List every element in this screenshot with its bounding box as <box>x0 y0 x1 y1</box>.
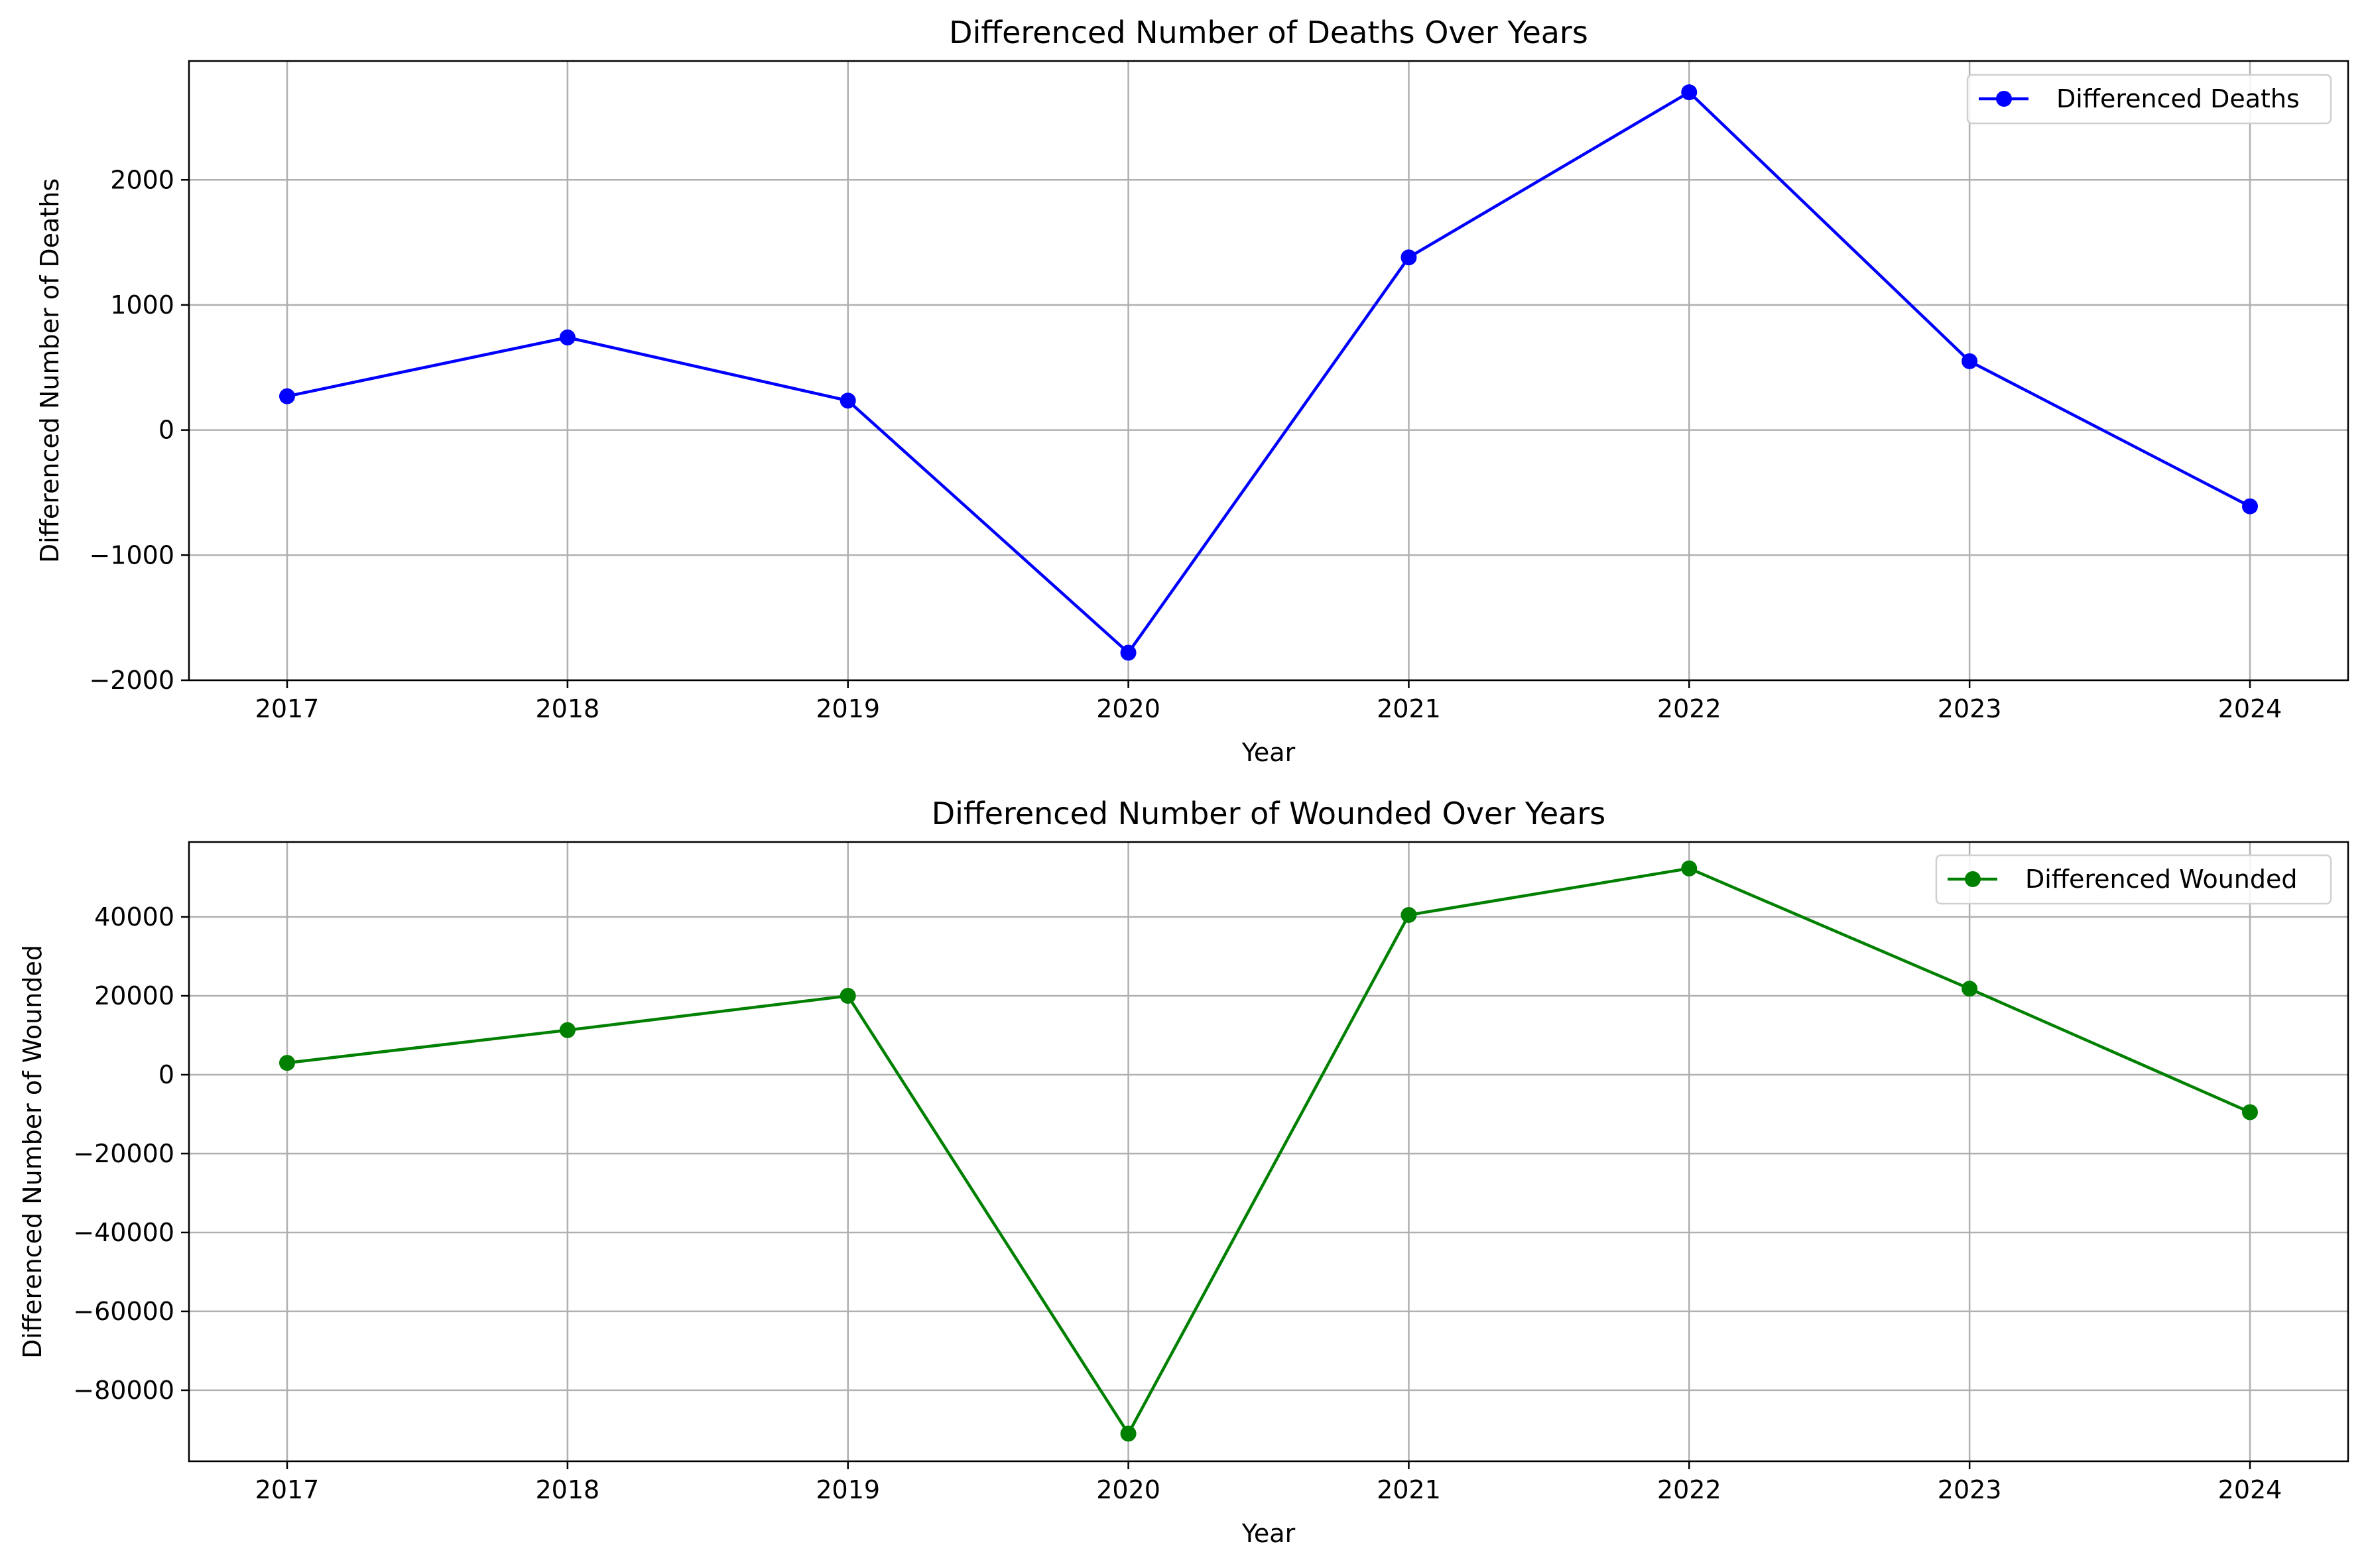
wounded-grid <box>189 842 2348 1461</box>
deaths-legend: Differenced Deaths <box>1966 74 2332 125</box>
deaths-data-point <box>1120 644 1137 661</box>
wounded-plot-frame <box>188 841 2349 1463</box>
wounded-x-tick-label: 2018 <box>535 1475 599 1504</box>
deaths-x-tick-label: 2019 <box>816 694 880 723</box>
wounded-data-point <box>559 1022 576 1038</box>
deaths-x-tick-label: 2024 <box>2218 694 2282 723</box>
deaths-data-point <box>279 388 295 404</box>
deaths-data-point <box>1401 249 1417 266</box>
deaths-x-tick-label: 2021 <box>1377 694 1441 723</box>
deaths-y-tick-label: 2000 <box>110 165 174 194</box>
deaths-x-tick-label: 2017 <box>255 694 320 723</box>
deaths-data-point <box>840 392 856 409</box>
wounded-x-tick-label: 2023 <box>1938 1475 2002 1504</box>
wounded-data-point <box>1120 1425 1137 1442</box>
deaths-y-axis-label: Differenced Number of Deaths <box>35 178 64 563</box>
wounded-y-tick-label: −60000 <box>73 1297 174 1326</box>
wounded-data-point <box>2242 1104 2258 1120</box>
deaths-legend-box <box>1966 74 2332 125</box>
wounded-chart-panel: Differenced Number of Wounded Over Years… <box>18 796 2349 1548</box>
deaths-x-tick-label: 2018 <box>535 694 599 723</box>
deaths-data-point <box>1681 84 1698 101</box>
wounded-y-axis-label: Differenced Number of Wounded <box>18 945 47 1358</box>
wounded-y-tick-label: 40000 <box>94 902 174 932</box>
deaths-y-tick-label: −1000 <box>89 540 174 570</box>
wounded-x-tick-label: 2017 <box>255 1475 320 1504</box>
deaths-x-tick-label: 2022 <box>1657 694 1721 723</box>
wounded-y-tick-label: 0 <box>158 1060 174 1089</box>
wounded-data-point <box>1401 907 1417 924</box>
wounded-data-point <box>279 1055 295 1071</box>
wounded-x-tick-label: 2024 <box>2218 1475 2282 1504</box>
wounded-legend-marker <box>1965 871 1981 887</box>
wounded-data-point <box>840 988 856 1004</box>
wounded-legend: Differenced Wounded <box>1935 854 2332 905</box>
wounded-x-axis-label: Year <box>1241 1519 1296 1548</box>
deaths-legend-marker <box>1996 91 2012 107</box>
wounded-data-point <box>1681 860 1698 876</box>
wounded-y-tick-label: 20000 <box>94 981 174 1010</box>
wounded-legend-box <box>1935 854 2332 905</box>
deaths-legend-label: Differenced Deaths <box>2056 84 2300 113</box>
wounded-y-tick-label: −40000 <box>73 1218 174 1247</box>
deaths-y-tick-label: 1000 <box>110 290 174 320</box>
deaths-chart-title: Differenced Number of Deaths Over Years <box>949 15 1588 50</box>
deaths-x-tick-label: 2023 <box>1938 694 2002 723</box>
deaths-data-point <box>2242 498 2258 514</box>
deaths-ticks: 2017 2018 2019 2020 2021 2022 2023 2024 −2000 −10… <box>89 165 2282 723</box>
deaths-data-point <box>559 329 576 345</box>
wounded-legend-label: Differenced Wounded <box>2025 865 2298 894</box>
deaths-grid <box>189 61 2348 682</box>
wounded-line-layer <box>279 860 2258 1442</box>
deaths-line-layer <box>279 84 2258 661</box>
wounded-x-tick-label: 2022 <box>1657 1475 1721 1504</box>
deaths-x-axis-label: Year <box>1241 738 1296 767</box>
wounded-x-tick-label: 2019 <box>816 1475 880 1504</box>
deaths-chart-panel: Differenced Number of Deaths Over Years … <box>35 15 2349 767</box>
wounded-x-tick-label: 2021 <box>1377 1475 1441 1504</box>
wounded-ticks: 2017 2018 2019 2020 2021 2022 2023 2024 −80000 −6… <box>73 902 2282 1504</box>
deaths-y-tick-label: −2000 <box>89 666 174 695</box>
deaths-plot-frame <box>188 60 2349 682</box>
wounded-y-tick-label: −20000 <box>73 1139 174 1168</box>
deaths-y-tick-label: 0 <box>158 416 174 445</box>
deaths-x-tick-label: 2020 <box>1096 694 1160 723</box>
deaths-data-point <box>1962 353 1978 369</box>
wounded-y-tick-label: −80000 <box>73 1376 174 1405</box>
wounded-series-line <box>286 867 2251 1435</box>
wounded-data-point <box>1962 981 1978 997</box>
wounded-chart-title: Differenced Number of Wounded Over Years <box>932 796 1606 831</box>
deaths-series-line <box>286 90 2251 654</box>
wounded-x-tick-label: 2020 <box>1096 1475 1160 1504</box>
